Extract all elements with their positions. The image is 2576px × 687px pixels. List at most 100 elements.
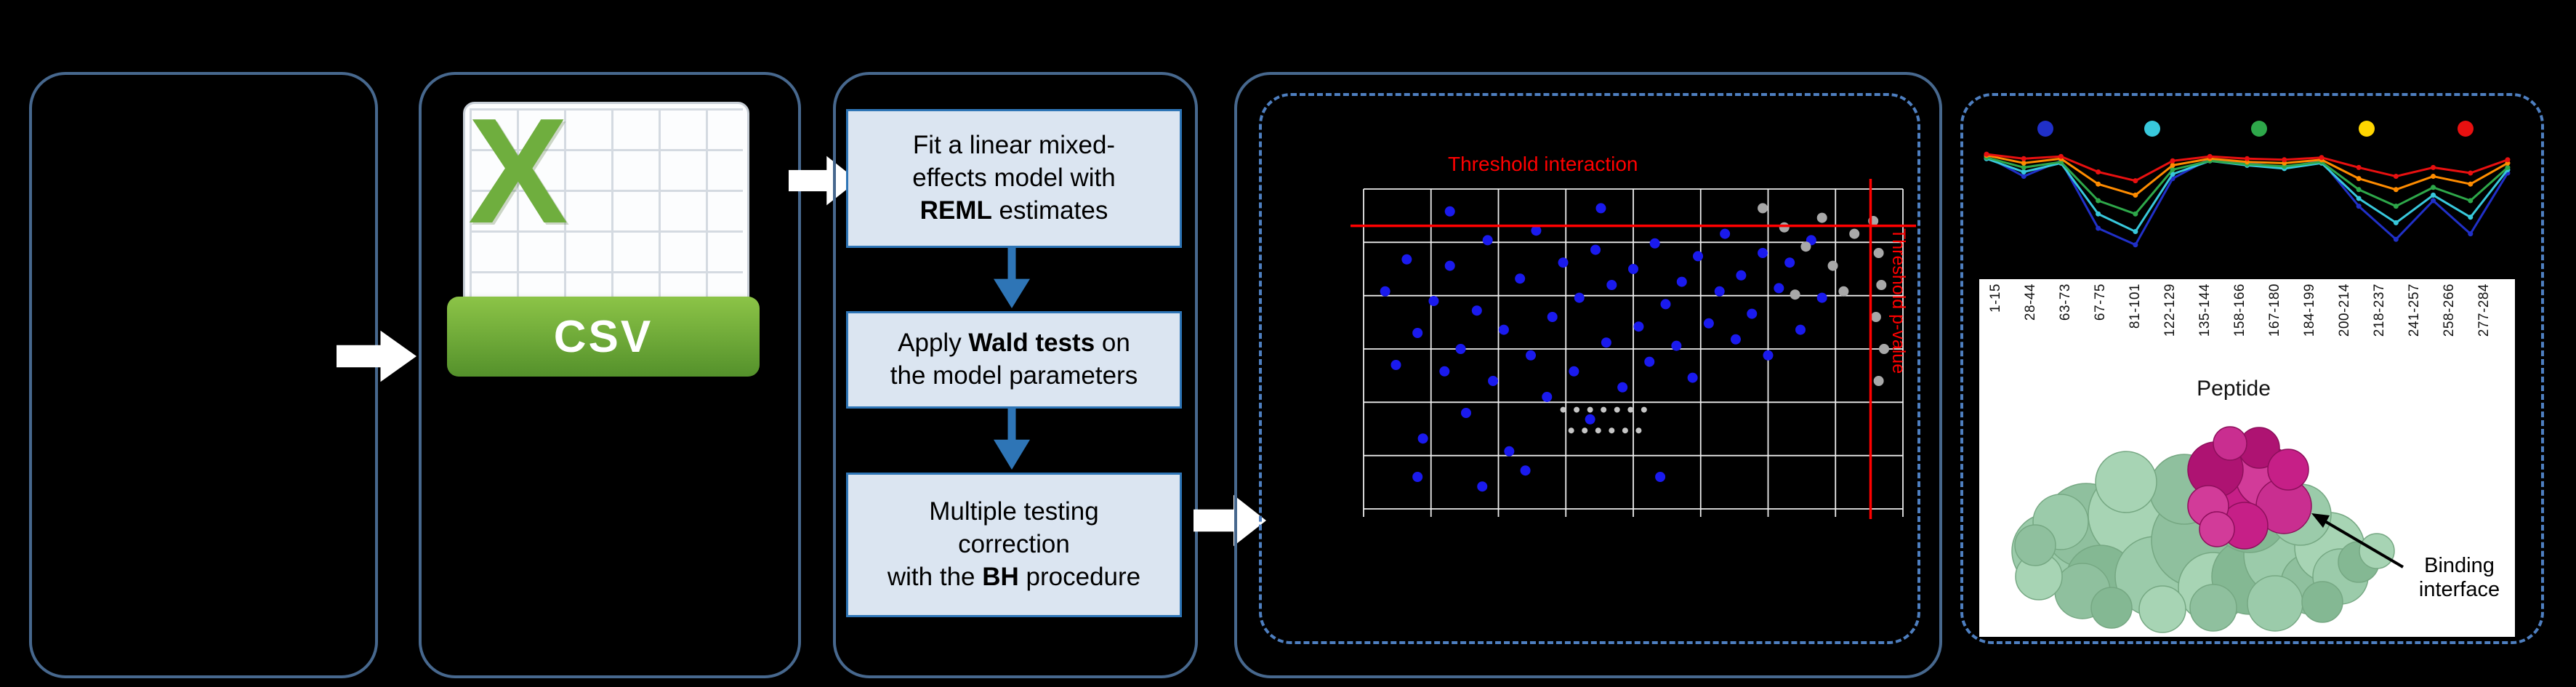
panel-1-empty [29, 72, 378, 678]
spreadsheet-grid-icon [470, 108, 743, 318]
line-marker [2393, 220, 2399, 225]
line-marker [2170, 162, 2175, 168]
line-marker [2170, 166, 2175, 172]
line-marker [2393, 187, 2399, 193]
scatter-plot [1351, 179, 1916, 519]
scatter-point [1622, 427, 1628, 434]
scatter-point [1601, 406, 1607, 413]
annotation-arrow-head-icon [2311, 513, 2330, 528]
scatter-point [1542, 392, 1553, 402]
scatter-point [1676, 276, 1687, 287]
scatter-point [1547, 312, 1558, 322]
line-marker [2356, 176, 2362, 182]
scatter-point [1649, 238, 1660, 249]
line-marker [2096, 181, 2101, 187]
scatter-point [1849, 228, 1860, 239]
scatter-point [1595, 427, 1601, 434]
scatter-point [1504, 446, 1515, 457]
scatter-point [1609, 427, 1615, 434]
timepoint-legend-dots [1979, 121, 2515, 138]
peptide-tick-label: 135-144 [2197, 284, 2213, 337]
excel-x-icon: X [468, 102, 568, 254]
peptide-axis-title: Peptide [2197, 377, 2271, 401]
scatter-point [1412, 472, 1423, 482]
scatter-point [1380, 286, 1390, 297]
peptide-tick-label: 67-75 [2093, 284, 2108, 321]
line-marker [2021, 160, 2026, 166]
line-marker [1984, 151, 1989, 157]
scatter-point [1644, 356, 1655, 367]
csv-file-icon: X CSV [447, 102, 760, 377]
scatter-point [1800, 241, 1811, 252]
scatter-point [1795, 324, 1806, 335]
threshold-pvalue-label: Threshold p-value [1888, 228, 1909, 374]
scatter-point [1558, 257, 1569, 268]
step-fit-lmm: Fit a linear mixed-effects model with REM… [846, 109, 1182, 248]
line-marker [2133, 242, 2138, 248]
scatter-point [1876, 280, 1887, 290]
csv-banner: CSV [447, 297, 760, 377]
line-marker [2096, 211, 2101, 217]
scatter-point [1614, 406, 1620, 413]
scatter-point [1617, 382, 1628, 393]
line-marker [2245, 156, 2250, 161]
line-marker [2058, 153, 2064, 159]
scatter-point [1641, 406, 1647, 413]
scatter-point [1736, 270, 1747, 281]
peptide-tick-label: 81-101 [2128, 284, 2143, 329]
panel-2-csv-input [419, 72, 801, 678]
scatter-point [1790, 289, 1800, 300]
line-marker [2468, 231, 2474, 237]
scatter-point [1774, 283, 1784, 294]
line-marker [2282, 157, 2287, 163]
scatter-point [1720, 228, 1731, 239]
scatter-point [1816, 292, 1827, 303]
scatter-point [1582, 427, 1588, 434]
line-marker [2356, 196, 2362, 201]
scatter-point [1747, 308, 1758, 319]
csv-page: X [463, 102, 749, 324]
peptide-tick-label: 184-199 [2302, 284, 2317, 337]
panel-4-results-dashed [1259, 93, 1920, 644]
line-marker [2431, 164, 2436, 170]
step-wald-tests: Apply Wald tests on the model parameters [846, 311, 1182, 409]
scatter-point [1827, 260, 1838, 271]
scatter-point [1531, 225, 1542, 236]
scatter-point [1569, 366, 1579, 377]
line-marker [2431, 185, 2436, 190]
uptake-line-chart [1984, 151, 2511, 248]
legend-dot-icon [2251, 121, 2268, 137]
scatter-point [1560, 406, 1566, 413]
protein-surface [2011, 451, 2395, 633]
scatter-point [1838, 286, 1849, 297]
line-marker [2431, 192, 2436, 198]
binding-interface-region [2187, 426, 2312, 550]
scatter-point [1687, 372, 1698, 383]
scatter-point [1873, 248, 1884, 258]
scatter-point [1655, 472, 1666, 482]
scatter-point [1595, 203, 1606, 214]
line-marker [2207, 153, 2213, 159]
scatter-point [1590, 244, 1601, 255]
scatter-point [1758, 248, 1768, 258]
scatter-point [1401, 254, 1412, 265]
line-marker [2133, 192, 2138, 198]
scatter-point [1633, 321, 1644, 332]
scatter-point [1439, 366, 1450, 377]
protein-structure-image [2011, 426, 2404, 633]
peptide-tick-label: 158-166 [2232, 284, 2247, 337]
peptide-tick-label: 200-214 [2337, 284, 2352, 337]
peptide-tick-label: 277-284 [2476, 284, 2492, 337]
peptide-tick-label: 63-73 [2058, 284, 2073, 321]
line-marker [2393, 204, 2399, 209]
line-marker [2505, 157, 2511, 163]
panel-4-results-outer [1234, 72, 1942, 678]
peptide-tick-label: 258-266 [2442, 284, 2457, 337]
scatter-point [1455, 344, 1466, 354]
scatter-point [1763, 350, 1774, 361]
scatter-point [1606, 280, 1617, 290]
scatter-point [1714, 286, 1725, 297]
scatter-point [1601, 337, 1611, 348]
line-marker [2133, 229, 2138, 235]
uptake-line [1986, 157, 2509, 233]
